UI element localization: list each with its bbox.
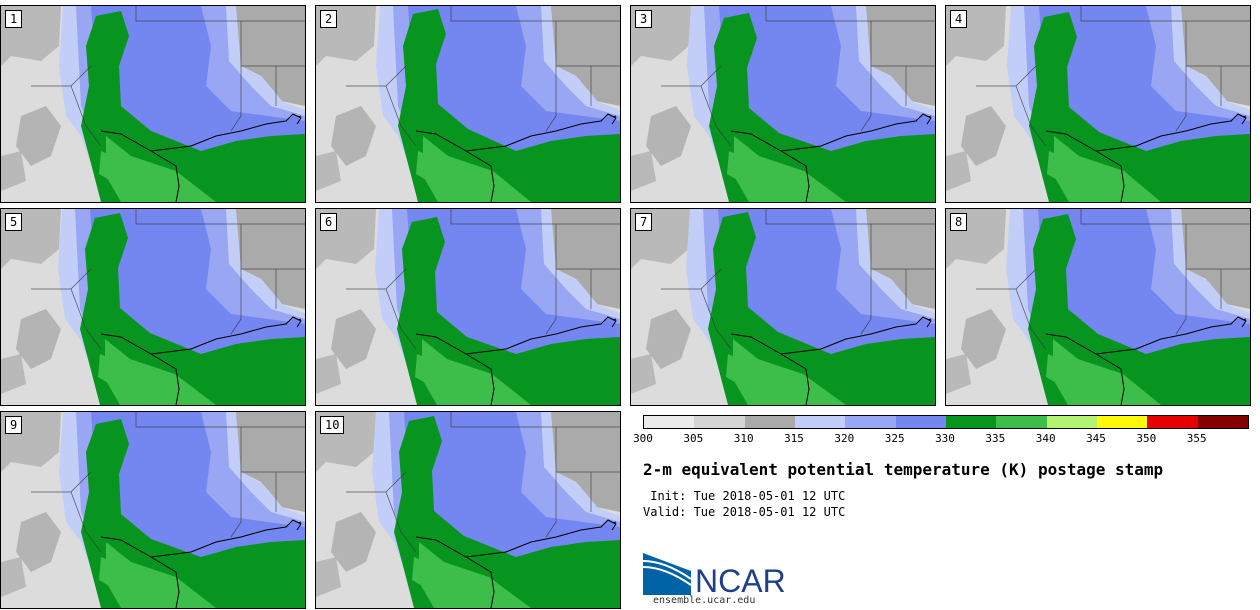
ncar-logo: NCAR (642, 553, 793, 599)
colorbar-tick-label: 310 (733, 432, 754, 445)
colorbar-tick-label: 305 (683, 432, 704, 445)
colorbar-segment (845, 416, 896, 428)
colorbar-tick-label: 325 (884, 432, 905, 445)
member-label: 8 (950, 213, 968, 231)
colorbar-segment (996, 416, 1047, 428)
postage-stamp-3: 3 (630, 5, 936, 203)
colorbar-tick-label: 330 (935, 432, 955, 445)
member-label: 4 (950, 10, 968, 28)
colorbar-segment (945, 416, 997, 428)
member-label: 7 (635, 213, 653, 231)
member-label: 2 (320, 10, 338, 28)
colorbar-segment (1197, 416, 1248, 428)
plot-title: 2-m equivalent potential temperature (K)… (643, 460, 1164, 479)
colorbar-tick-label: 335 (985, 432, 1006, 445)
member-label: 6 (320, 213, 338, 231)
colorbar-tick-label: 340 (1035, 432, 1056, 445)
colorbar-segment (1147, 416, 1198, 428)
colorbar-segment (895, 416, 946, 428)
postage-stamp-4: 4 (945, 5, 1251, 203)
init-time: Init: Tue 2018-05-01 12 UTC (643, 489, 846, 503)
postage-stamp-7: 7 (630, 208, 936, 406)
colorbar-tick-label: 320 (834, 432, 855, 445)
colorbar-tick-label: 350 (1136, 432, 1157, 445)
postage-stamp-6: 6 (315, 208, 621, 406)
colorbar-tick-label: 345 (1086, 432, 1106, 445)
member-label: 10 (320, 416, 345, 434)
member-label: 1 (5, 10, 23, 28)
colorbar-segment (1096, 416, 1148, 428)
postage-stamp-5: 5 (0, 208, 306, 406)
postage-stamp-10: 10 (315, 411, 621, 609)
colorbar-tick-label: 355 (1186, 432, 1207, 445)
colorbar-segment (1046, 416, 1097, 428)
colorbar-tick-label: 315 (784, 432, 804, 445)
member-label: 3 (635, 10, 653, 28)
member-label: 9 (5, 416, 23, 434)
svg-text:NCAR: NCAR (695, 563, 786, 595)
colorbar (643, 415, 1249, 429)
member-label: 5 (5, 213, 23, 231)
postage-stamp-8: 8 (945, 208, 1251, 406)
colorbar-segment (794, 416, 846, 428)
colorbar-segment (744, 416, 795, 428)
logo-url: ensemble.ucar.edu (653, 595, 756, 606)
postage-stamp-2: 2 (315, 5, 621, 203)
colorbar-tick-label: 300 (633, 432, 653, 445)
colorbar-segment (644, 416, 695, 428)
postage-stamp-9: 9 (0, 411, 306, 609)
valid-time: Valid: Tue 2018-05-01 12 UTC (643, 505, 846, 519)
postage-stamp-1: 1 (0, 5, 306, 203)
colorbar-segment (694, 416, 745, 428)
